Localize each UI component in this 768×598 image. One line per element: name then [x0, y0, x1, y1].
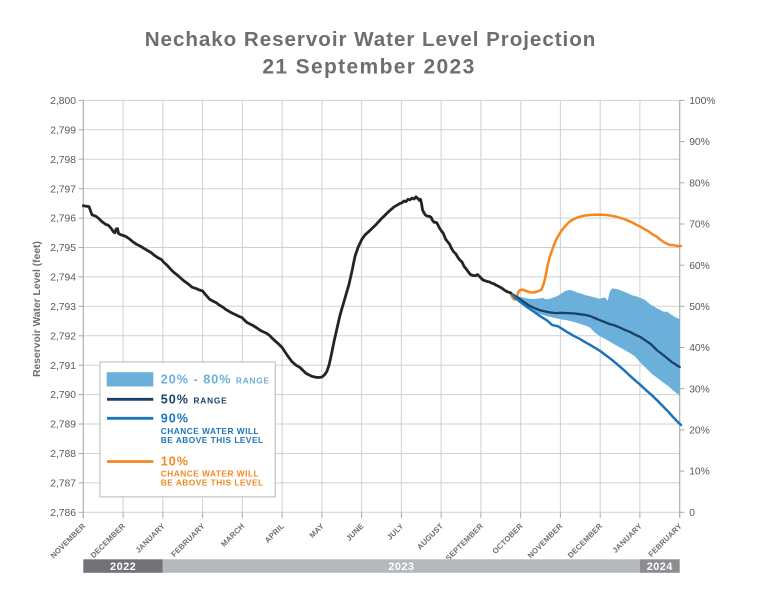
svg-text:100%: 100%	[689, 96, 715, 107]
svg-text:2,794: 2,794	[50, 273, 76, 284]
svg-text:10%: 10%	[161, 454, 189, 468]
svg-text:2,790: 2,790	[50, 390, 76, 401]
svg-text:CHANCE WATER WILL: CHANCE WATER WILL	[161, 426, 259, 436]
svg-text:Reservoir Water Level (feet): Reservoir Water Level (feet)	[32, 241, 43, 377]
svg-text:20% - 80% RANGE: 20% - 80% RANGE	[161, 373, 270, 387]
svg-text:2,796: 2,796	[50, 214, 76, 225]
svg-text:2,786: 2,786	[50, 508, 76, 519]
svg-text:60%: 60%	[689, 261, 710, 272]
svg-text:21 September 2023: 21 September 2023	[262, 55, 475, 78]
svg-text:Nechako Reservoir Water Level: Nechako Reservoir Water Level Projection	[145, 28, 597, 51]
svg-text:40%: 40%	[689, 343, 710, 354]
svg-text:90%: 90%	[689, 137, 710, 148]
svg-text:80%: 80%	[689, 178, 710, 189]
svg-text:CHANCE WATER WILL: CHANCE WATER WILL	[161, 469, 259, 479]
svg-text:2,799: 2,799	[50, 125, 76, 136]
svg-text:2,789: 2,789	[50, 420, 76, 431]
svg-text:20%: 20%	[689, 426, 710, 437]
svg-text:2,797: 2,797	[50, 184, 76, 195]
svg-text:2023: 2023	[388, 561, 414, 573]
svg-text:0: 0	[689, 508, 695, 519]
svg-text:2,788: 2,788	[50, 449, 76, 460]
svg-text:2,792: 2,792	[50, 331, 76, 342]
svg-text:70%: 70%	[689, 220, 710, 231]
svg-text:2,787: 2,787	[50, 479, 76, 490]
svg-text:2,795: 2,795	[50, 243, 76, 254]
svg-text:2024: 2024	[647, 561, 674, 573]
svg-text:30%: 30%	[689, 384, 710, 395]
svg-text:BE ABOVE THIS LEVEL: BE ABOVE THIS LEVEL	[161, 435, 264, 445]
svg-text:50%: 50%	[689, 302, 710, 313]
svg-text:2,793: 2,793	[50, 302, 76, 313]
svg-text:2,791: 2,791	[50, 361, 76, 372]
svg-text:BE ABOVE THIS LEVEL: BE ABOVE THIS LEVEL	[161, 477, 264, 487]
svg-text:90%: 90%	[161, 411, 189, 425]
svg-text:2,798: 2,798	[50, 155, 76, 166]
svg-text:2,800: 2,800	[50, 96, 76, 107]
svg-text:10%: 10%	[689, 467, 710, 478]
svg-text:2022: 2022	[110, 561, 136, 573]
svg-text:50% RANGE: 50% RANGE	[161, 392, 228, 406]
